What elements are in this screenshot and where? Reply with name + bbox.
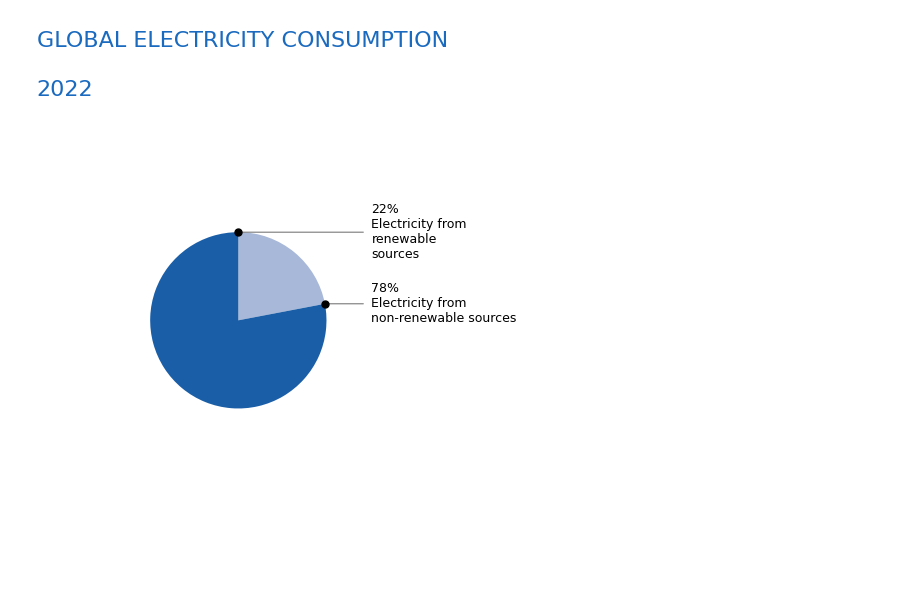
Text: GLOBAL ELECTRICITY CONSUMPTION: GLOBAL ELECTRICITY CONSUMPTION [37,31,447,51]
Text: 78%
Electricity from
non-renewable sources: 78% Electricity from non-renewable sourc… [372,282,517,325]
Wedge shape [238,232,325,320]
Text: 22%
Electricity from
renewable
sources: 22% Electricity from renewable sources [372,203,467,261]
Text: 2022: 2022 [37,80,93,100]
Wedge shape [150,232,327,408]
